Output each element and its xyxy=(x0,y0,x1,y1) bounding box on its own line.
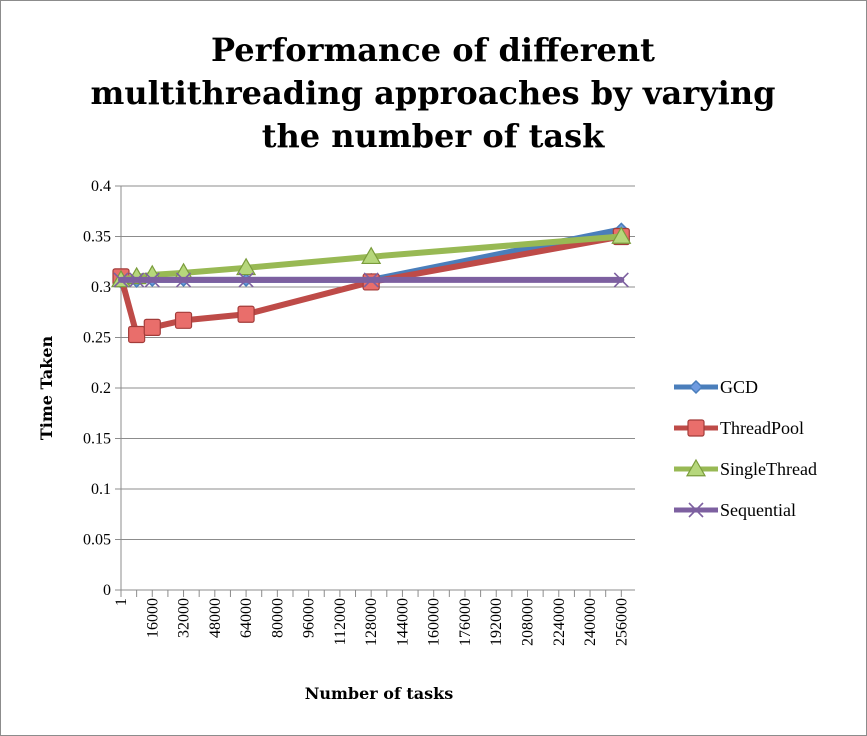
series-sequential xyxy=(113,272,629,288)
y-tick-label: 0.05 xyxy=(83,532,111,549)
x-tick-label: 48000 xyxy=(207,598,224,638)
x-tick-label: 1 xyxy=(113,598,130,606)
x-axis-title: Number of tasks xyxy=(305,684,454,703)
y-tick-label: 0.25 xyxy=(83,330,111,347)
data-point xyxy=(613,272,629,288)
x-tick-label: 160000 xyxy=(426,598,443,646)
x-tick-label: 32000 xyxy=(176,598,193,638)
x-tick-label: 128000 xyxy=(363,598,380,646)
y-tick-label: 0.1 xyxy=(91,481,111,498)
legend-label: ThreadPool xyxy=(720,418,804,438)
x-tick-label: 16000 xyxy=(144,598,161,638)
data-point xyxy=(363,272,379,288)
legend-item-gcd: GCD xyxy=(674,377,758,397)
x-tick-label: 64000 xyxy=(238,598,255,638)
chart-title-line-2: multithreading approaches by varying xyxy=(91,74,776,112)
chart-title-line-1: Performance of different xyxy=(211,31,655,69)
y-axis-title: Time Taken xyxy=(37,335,56,440)
y-tick-label: 0.35 xyxy=(83,229,111,246)
legend-label: GCD xyxy=(720,377,758,397)
x-tick-label: 144000 xyxy=(394,598,411,646)
x-tick-labels: 1 16000 32000 48000 64000 80000 96000 112000 128… xyxy=(113,598,630,646)
data-point xyxy=(175,272,192,288)
legend-marker xyxy=(687,419,705,437)
legend-marker xyxy=(688,379,704,395)
x-tick-label: 112000 xyxy=(332,598,349,645)
data-point xyxy=(129,272,145,288)
legend-item-sequential: Sequential xyxy=(674,500,796,520)
legend: GCD ThreadPool SingleThread Sequential xyxy=(674,377,817,520)
data-point xyxy=(237,305,255,323)
y-tick-label: 0.3 xyxy=(91,279,111,296)
y-tick-label: 0.15 xyxy=(83,431,111,448)
chart-title-line-3: the number of task xyxy=(262,117,605,155)
legend-label: SingleThread xyxy=(720,459,817,479)
axes xyxy=(115,185,635,597)
x-tick-label: 176000 xyxy=(457,598,474,646)
x-tick-label: 240000 xyxy=(582,598,599,646)
data-point xyxy=(238,272,254,288)
chart-title: Performance of different multithreading … xyxy=(91,31,776,155)
legend-label: Sequential xyxy=(720,500,796,520)
legend-marker xyxy=(685,458,707,477)
legend-marker xyxy=(688,502,704,518)
x-tick-label: 224000 xyxy=(551,598,568,646)
data-point xyxy=(611,226,632,244)
data-point xyxy=(128,325,146,344)
x-tick-label: 256000 xyxy=(613,598,630,646)
data-point xyxy=(236,257,257,276)
y-tick-label: 0.4 xyxy=(91,178,111,195)
x-tick-label: 192000 xyxy=(488,598,505,646)
legend-item-threadpool: ThreadPool xyxy=(674,418,804,438)
series-lines xyxy=(110,222,632,344)
data-point xyxy=(144,272,160,288)
x-tick-label: 208000 xyxy=(520,598,537,646)
y-tick-labels: 0 0.05 0.1 0.15 0.2 0.25 0.3 0.35 0.4 xyxy=(83,178,111,599)
x-tick-label: 80000 xyxy=(269,598,286,638)
y-tick-label: 0.2 xyxy=(91,380,111,397)
data-point xyxy=(143,318,161,336)
x-tick-label: 96000 xyxy=(301,598,318,638)
y-tick-label: 0 xyxy=(103,582,111,599)
data-point xyxy=(361,246,382,265)
data-point xyxy=(113,272,129,288)
legend-item-singlethread: SingleThread xyxy=(674,458,817,479)
data-point xyxy=(174,311,193,329)
